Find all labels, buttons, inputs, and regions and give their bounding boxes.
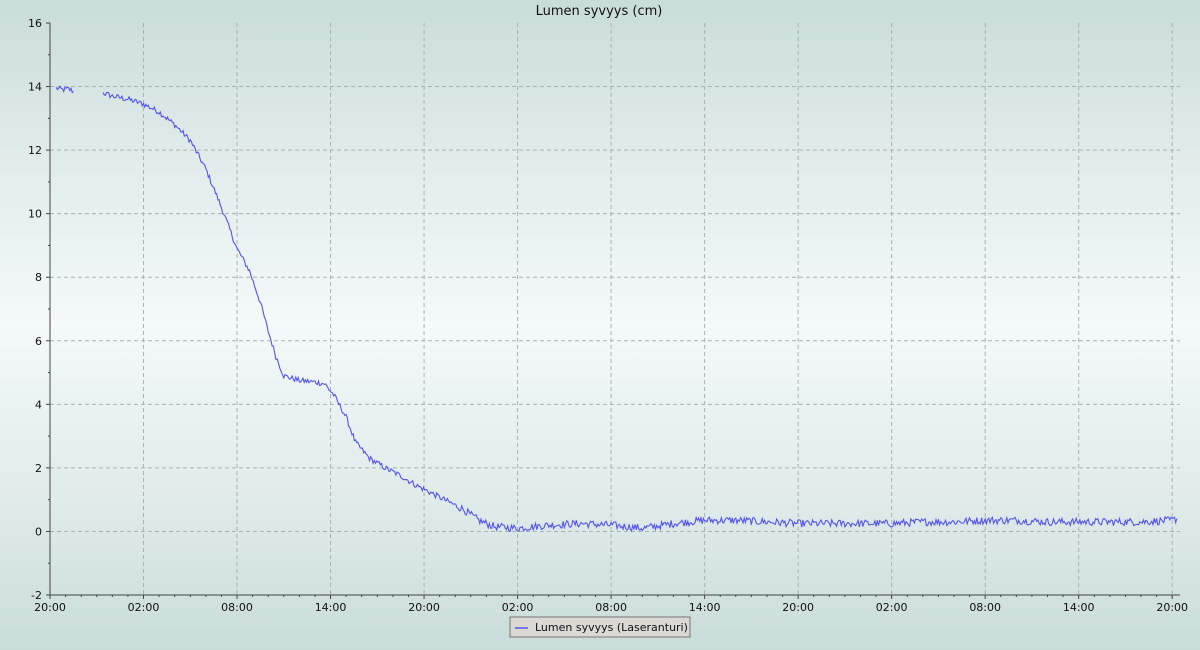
x-tick-label: 20:00	[1156, 601, 1188, 614]
y-tick-label: 0	[35, 525, 42, 538]
x-tick-label: 08:00	[969, 601, 1001, 614]
series-layer	[55, 85, 1178, 533]
x-tick-label: 02:00	[876, 601, 908, 614]
x-tick-label: 20:00	[408, 601, 440, 614]
x-tick-label: 20:00	[782, 601, 814, 614]
axes: -2 0 2 4 6 8 10 12 14 16 20:00 02:00 08:00 14:00 20:00…	[28, 17, 1188, 614]
y-tick-label: 10	[28, 208, 42, 221]
legend-box	[509, 616, 691, 638]
x-tick-label: 02:00	[128, 601, 160, 614]
x-tick-label: 14:00	[315, 601, 347, 614]
x-tick-label: 14:00	[689, 601, 721, 614]
y-tick-label: 6	[35, 335, 42, 348]
x-tick-label: 08:00	[595, 601, 627, 614]
y-tick-label: -2	[31, 589, 42, 602]
y-tick-label: 2	[35, 462, 42, 475]
chart-title: Lumen syvyys (cm)	[536, 4, 663, 19]
series-line	[102, 91, 1178, 533]
x-tick-label: 14:00	[1063, 601, 1095, 614]
y-tick-label: 14	[28, 81, 42, 94]
plot-area	[50, 23, 1180, 595]
legend-label: Lumen syvyys (Laseranturi)	[535, 621, 688, 634]
y-tick-label: 16	[28, 17, 42, 30]
legend[interactable]: Lumen syvyys (Laseranturi)	[509, 616, 691, 638]
series-line	[55, 85, 74, 94]
y-tick-label: 8	[35, 271, 42, 284]
x-tick-label: 02:00	[502, 601, 534, 614]
y-tick-label: 4	[35, 398, 42, 411]
x-tick-label: 20:00	[34, 601, 66, 614]
y-tick-label: 12	[28, 144, 42, 157]
grid-lines	[50, 23, 1180, 595]
x-tick-label: 08:00	[221, 601, 253, 614]
